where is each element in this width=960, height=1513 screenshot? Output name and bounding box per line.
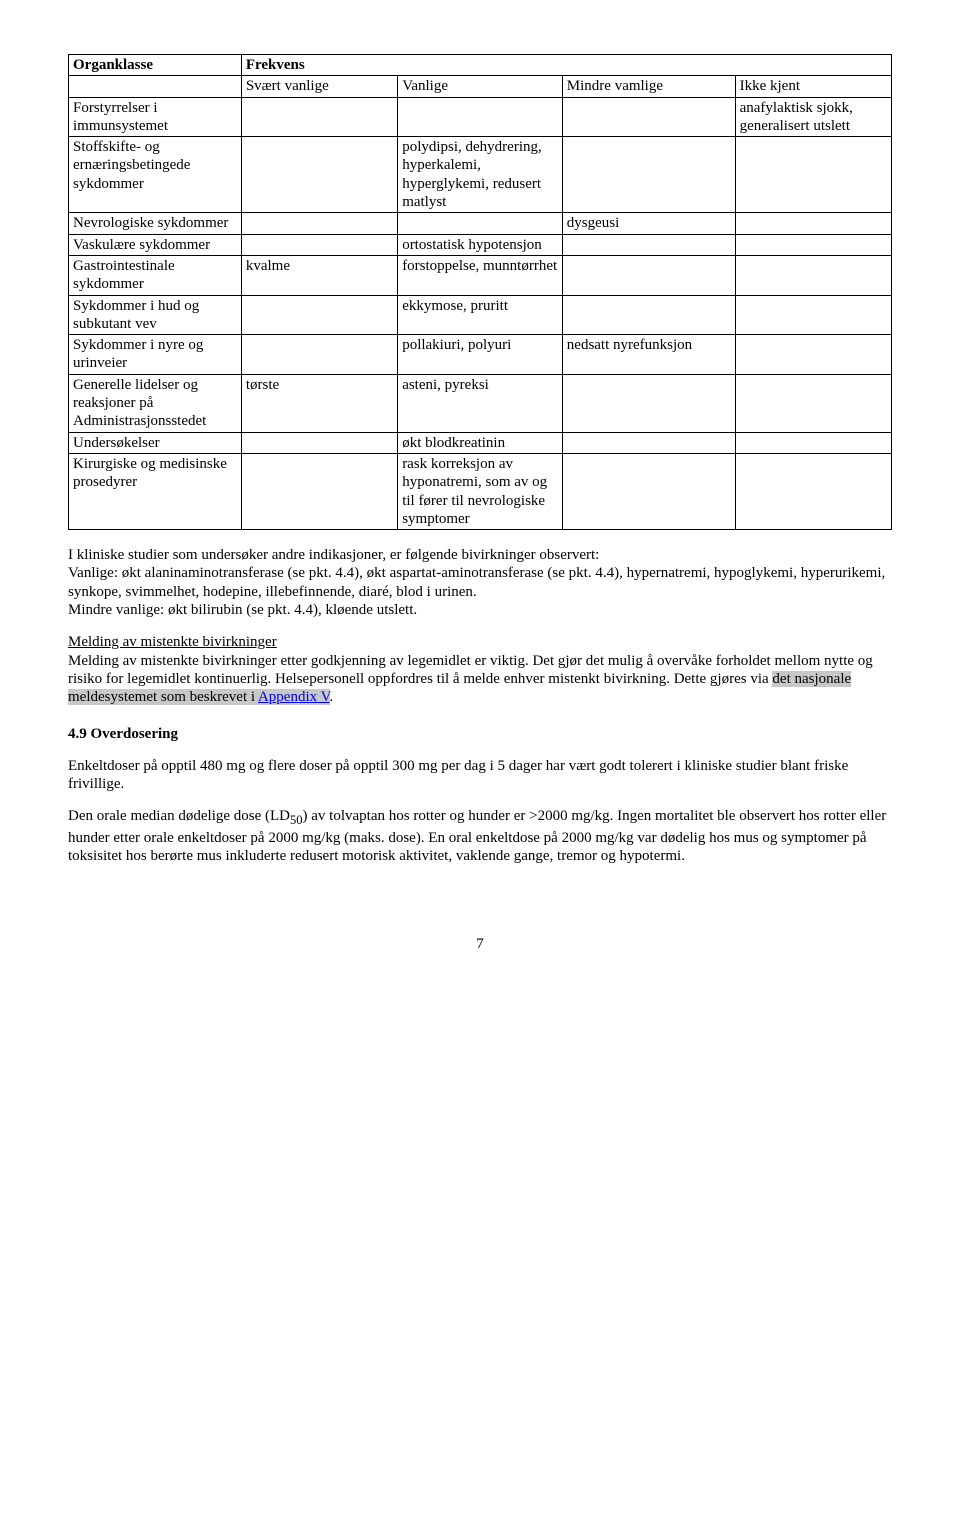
para4-a: Den orale median dødelige dose (LD	[68, 808, 290, 824]
cell-organ: Sykdommer i hud og subkutant vev	[69, 295, 242, 335]
melding-paragraph: Melding av mistenkte bivirkninger Meldin…	[68, 633, 892, 706]
cell	[241, 234, 397, 255]
cell-organ: Nevrologiske sykdommer	[69, 213, 242, 234]
overdose-para-1: Enkeltdoser på opptil 480 mg og flere do…	[68, 757, 892, 794]
cell	[735, 213, 891, 234]
cell-organ: Forstyrrelser i immunsystemet	[69, 97, 242, 137]
cell: ekkymose, pruritt	[398, 295, 563, 335]
cell-organ: Gastrointestinale sykdommer	[69, 255, 242, 295]
clinical-studies-paragraph: I kliniske studier som undersøker andre …	[68, 546, 892, 619]
table-row: Nevrologiske sykdommer dysgeusi	[69, 213, 892, 234]
cell	[735, 374, 891, 432]
cell	[241, 335, 397, 375]
table-row: Vaskulære sykdommer ortostatisk hypotens…	[69, 234, 892, 255]
cell: tørste	[241, 374, 397, 432]
table-row: Kirurgiske og medisinske prosedyrer rask…	[69, 453, 892, 529]
cell	[562, 255, 735, 295]
cell	[735, 255, 891, 295]
cell-organ: Vaskulære sykdommer	[69, 234, 242, 255]
cell: dysgeusi	[562, 213, 735, 234]
cell	[241, 213, 397, 234]
cell: kvalme	[241, 255, 397, 295]
header-empty	[69, 76, 242, 97]
cell-organ: Undersøkelser	[69, 432, 242, 453]
overdose-para-2: Den orale median dødelige dose (LD50) av…	[68, 807, 892, 865]
cell: asteni, pyreksi	[398, 374, 563, 432]
header-organklasse: Organklasse	[69, 55, 242, 76]
para1-line-b: Vanlige: økt alaninaminotransferase (se …	[68, 565, 885, 599]
appendix-v-link[interactable]: Appendix V	[258, 689, 330, 705]
page-number: 7	[68, 935, 892, 953]
cell	[735, 432, 891, 453]
header-frekvens: Frekvens	[241, 55, 891, 76]
cell: ortostatisk hypotensjon	[398, 234, 563, 255]
cell: pollakiuri, polyuri	[398, 335, 563, 375]
cell	[735, 453, 891, 529]
ld50-subscript: 50	[290, 813, 303, 827]
cell	[735, 137, 891, 213]
cell	[241, 137, 397, 213]
cell	[735, 234, 891, 255]
section-4-9-title: 4.9 Overdosering	[68, 725, 892, 743]
cell-organ: Generelle lidelser og reaksjoner på Admi…	[69, 374, 242, 432]
adverse-effects-table: Organklasse Frekvens Svært vanlige Vanli…	[68, 54, 892, 530]
cell	[735, 295, 891, 335]
melding-title: Melding av mistenkte bivirkninger	[68, 634, 277, 650]
cell	[562, 234, 735, 255]
subheader-ikke-kjent: Ikke kjent	[735, 76, 891, 97]
cell: polydipsi, dehydrering, hyperkalemi, hyp…	[398, 137, 563, 213]
cell	[562, 97, 735, 137]
cell: forstoppelse, munntørrhet	[398, 255, 563, 295]
cell	[562, 453, 735, 529]
cell	[398, 213, 563, 234]
cell: anafylaktisk sjokk, generalisert utslett	[735, 97, 891, 137]
table-row: Generelle lidelser og reaksjoner på Admi…	[69, 374, 892, 432]
cell: rask korreksjon av hyponatremi, som av o…	[398, 453, 563, 529]
subheader-mindre-vamlige: Mindre vamlige	[562, 76, 735, 97]
cell-organ: Sykdommer i nyre og urinveier	[69, 335, 242, 375]
cell-organ: Stoffskifte- og ernæringsbetingede sykdo…	[69, 137, 242, 213]
cell	[241, 295, 397, 335]
para1-line-a: I kliniske studier som undersøker andre …	[68, 547, 599, 563]
cell	[735, 335, 891, 375]
table-row: Sykdommer i hud og subkutant vev ekkymos…	[69, 295, 892, 335]
cell	[241, 432, 397, 453]
table-row: Stoffskifte- og ernæringsbetingede sykdo…	[69, 137, 892, 213]
cell	[562, 295, 735, 335]
cell	[562, 374, 735, 432]
subheader-svart-vanlige: Svært vanlige	[241, 76, 397, 97]
para1-line-c: Mindre vanlige: økt bilirubin (se pkt. 4…	[68, 602, 417, 618]
cell: økt blodkreatinin	[398, 432, 563, 453]
cell	[241, 453, 397, 529]
cell-organ: Kirurgiske og medisinske prosedyrer	[69, 453, 242, 529]
melding-body: Melding av mistenkte bivirkninger etter …	[68, 653, 873, 687]
table-row: Gastrointestinale sykdommer kvalme forst…	[69, 255, 892, 295]
cell: nedsatt nyrefunksjon	[562, 335, 735, 375]
cell	[562, 432, 735, 453]
table-row: Sykdommer i nyre og urinveier pollakiuri…	[69, 335, 892, 375]
table-row: Forstyrrelser i immunsystemet anafylakti…	[69, 97, 892, 137]
subheader-vanlige: Vanlige	[398, 76, 563, 97]
cell	[562, 137, 735, 213]
cell	[398, 97, 563, 137]
melding-period: .	[330, 689, 334, 705]
table-row: Undersøkelser økt blodkreatinin	[69, 432, 892, 453]
cell	[241, 97, 397, 137]
